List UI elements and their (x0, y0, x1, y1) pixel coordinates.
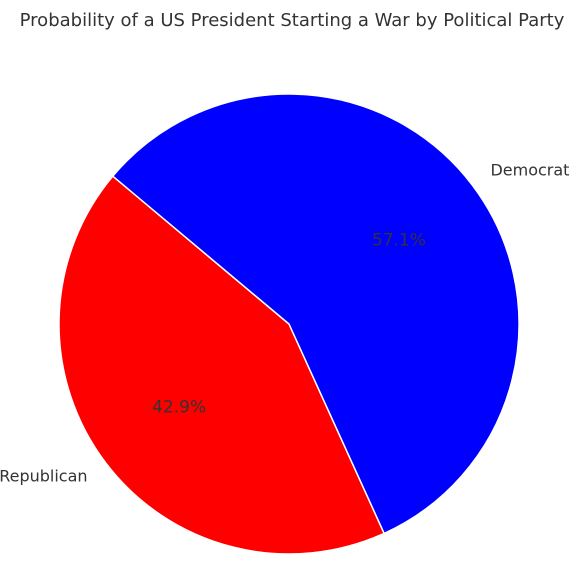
pie-slices (59, 94, 519, 554)
chart-title: Probability of a US President Starting a… (20, 10, 565, 31)
category-label-republican: Republican (0, 467, 88, 486)
category-label-democrat: Democrat (490, 160, 569, 179)
percent-label-republican: 42.9% (152, 397, 206, 417)
percent-label-democrat: 57.1% (372, 231, 426, 251)
